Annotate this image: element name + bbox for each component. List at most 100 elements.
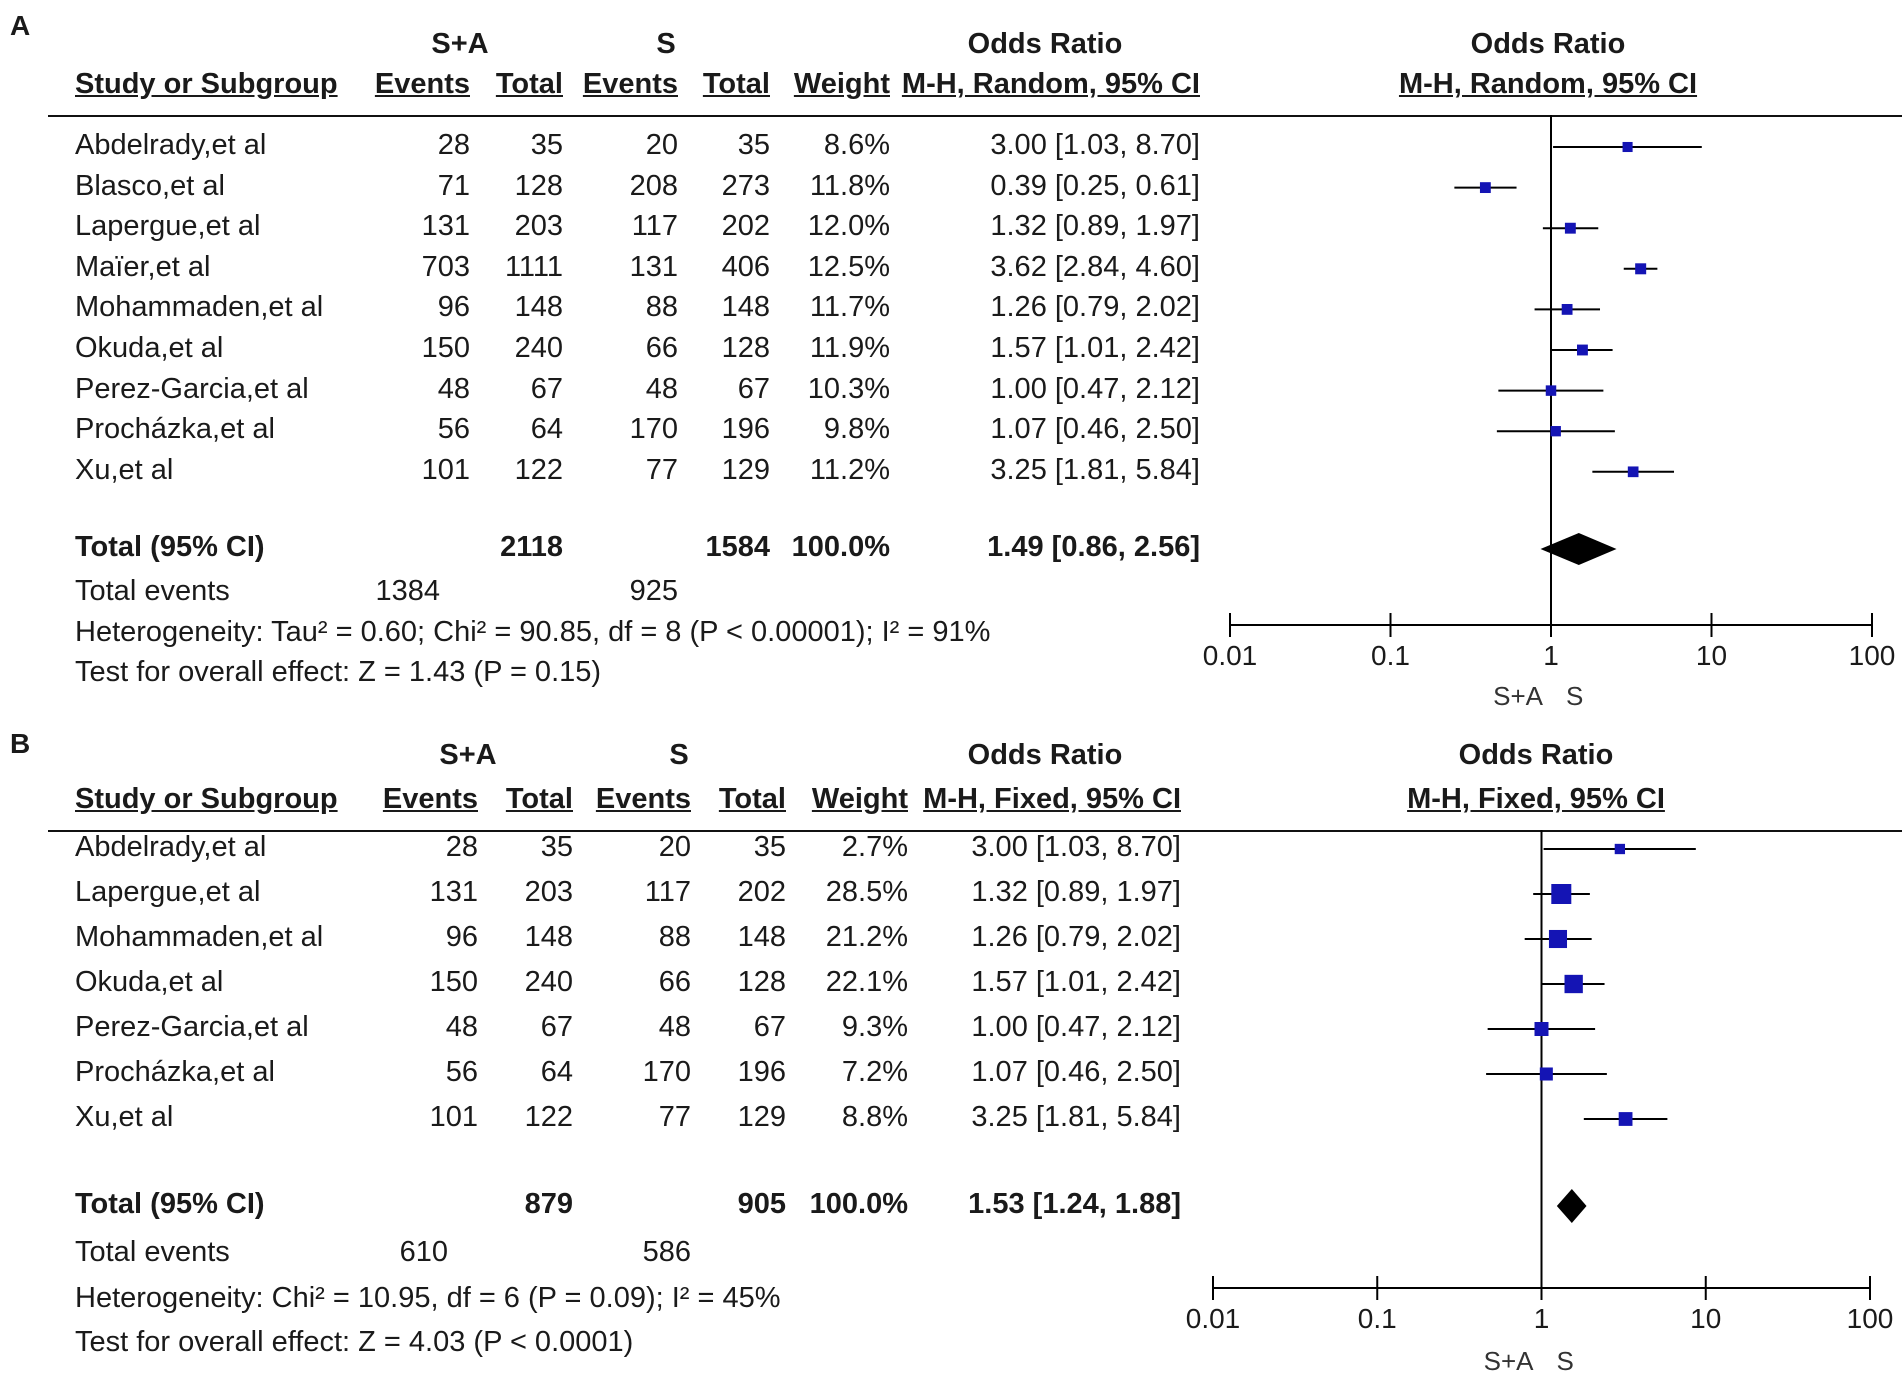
weight-header: Weight bbox=[811, 783, 908, 815]
control-total: 273 bbox=[721, 169, 770, 202]
control-group-header: S bbox=[656, 28, 676, 60]
weight-value: 9.3% bbox=[841, 1011, 908, 1043]
treatment-group-header: S+A bbox=[431, 28, 489, 60]
odds-ratio-ci: 1.32 [0.89, 1.97] bbox=[990, 210, 1200, 243]
control-events: 117 bbox=[631, 210, 678, 243]
control-total: 406 bbox=[721, 250, 770, 283]
treatment-events-header: Events bbox=[382, 783, 478, 815]
total-label: Total (95% CI) bbox=[75, 1188, 265, 1220]
treatment-events: 101 bbox=[421, 453, 470, 486]
total-events-treatment: 1384 bbox=[375, 575, 440, 607]
odds-ratio-ci: 1.00 [0.47, 2.12] bbox=[990, 372, 1200, 405]
study-effect-marker bbox=[1534, 1022, 1549, 1036]
study-name: Maïer,et al bbox=[75, 250, 211, 283]
odds-ratio-ci: 1.07 [0.46, 2.50] bbox=[971, 1056, 1181, 1088]
study-name: Procházka,et al bbox=[75, 413, 275, 446]
odds-ratio-ci: 1.57 [1.01, 2.42] bbox=[990, 332, 1200, 364]
plot-method-header: M-H, Random, 95% CI bbox=[1398, 68, 1698, 100]
treatment-total-header: Total bbox=[505, 783, 573, 815]
forest-plot-area: 0.01 0.1 1 10 100 S+A S bbox=[1203, 115, 1896, 711]
weight-value: 28.5% bbox=[825, 876, 908, 908]
study-name: Okuda,et al bbox=[75, 966, 224, 998]
total-control: 905 bbox=[737, 1188, 786, 1220]
or-ci-header: M-H, Random, 95% CI bbox=[901, 68, 1200, 100]
study-name: Lapergue,et al bbox=[75, 876, 261, 908]
weight-value: 10.3% bbox=[807, 372, 890, 405]
odds-ratio-ci: 1.32 [0.89, 1.97] bbox=[971, 876, 1181, 908]
treatment-total: 240 bbox=[514, 332, 563, 364]
x-axis-tick-label: 0.1 bbox=[1358, 1303, 1397, 1334]
weight-value: 11.7% bbox=[809, 291, 890, 324]
treatment-total: 64 bbox=[540, 1056, 573, 1088]
treatment-total: 122 bbox=[514, 453, 563, 486]
study-effect-marker bbox=[1577, 344, 1588, 356]
favours-left-label: S+A bbox=[1484, 1346, 1535, 1376]
control-events: 170 bbox=[642, 1056, 691, 1088]
treatment-events: 131 bbox=[421, 210, 470, 243]
weight-value: 11.2% bbox=[809, 453, 890, 486]
treatment-events: 71 bbox=[437, 169, 470, 202]
control-total: 67 bbox=[737, 372, 770, 405]
control-total: 129 bbox=[721, 453, 770, 486]
total-label: Total (95% CI) bbox=[75, 531, 265, 563]
odds-ratio-ci: 3.25 [1.81, 5.84] bbox=[990, 453, 1200, 486]
x-axis-tick-label: 100 bbox=[1847, 1303, 1894, 1334]
forest-plot-b: B S+A S Odds Ratio Odds Ratio Study or Subgro… bbox=[0, 720, 1902, 1383]
total-events-control: 925 bbox=[629, 575, 678, 607]
treatment-total: 64 bbox=[530, 413, 563, 446]
control-events: 131 bbox=[629, 250, 678, 283]
x-axis-tick-label: 0.01 bbox=[1203, 640, 1258, 671]
treatment-events: 96 bbox=[437, 291, 470, 324]
control-events: 117 bbox=[644, 876, 691, 908]
control-events: 48 bbox=[658, 1011, 691, 1043]
odds-ratio-table-header: Odds Ratio bbox=[967, 739, 1123, 771]
overall-effect-text: Test for overall effect: Z = 1.43 (P = 0… bbox=[75, 656, 602, 688]
total-odds-ratio-ci: 1.49 [0.86, 2.56] bbox=[987, 531, 1200, 563]
treatment-events: 131 bbox=[429, 876, 478, 908]
study-effect-marker bbox=[1622, 141, 1633, 153]
control-total: 196 bbox=[737, 1056, 786, 1088]
pooled-effect-diamond bbox=[1540, 533, 1617, 565]
treatment-events: 28 bbox=[445, 831, 478, 863]
favours-left-label: S+A bbox=[1493, 681, 1544, 711]
study-effect-marker bbox=[1564, 222, 1576, 234]
odds-ratio-plot-header: Odds Ratio bbox=[1458, 739, 1614, 771]
header-separator bbox=[48, 830, 1902, 832]
panel-label: A bbox=[10, 10, 31, 41]
total-control: 1584 bbox=[705, 531, 770, 563]
control-events: 88 bbox=[645, 291, 678, 324]
treatment-total: 148 bbox=[524, 921, 573, 953]
study-effect-marker bbox=[1548, 929, 1568, 949]
control-total-header: Total bbox=[718, 783, 786, 815]
treatment-events: 48 bbox=[445, 1011, 478, 1043]
or-ci-header: M-H, Fixed, 95% CI bbox=[923, 783, 1181, 815]
total-treatment: 879 bbox=[524, 1188, 573, 1220]
odds-ratio-ci: 1.57 [1.01, 2.42] bbox=[971, 966, 1181, 998]
total-events-label: Total events bbox=[75, 1236, 230, 1268]
control-total: 202 bbox=[737, 876, 786, 908]
control-total: 129 bbox=[737, 1101, 786, 1133]
control-events: 48 bbox=[645, 372, 678, 405]
treatment-events: 56 bbox=[437, 413, 470, 446]
control-total: 128 bbox=[721, 332, 770, 364]
weight-value: 9.8% bbox=[823, 413, 890, 446]
control-events: 66 bbox=[645, 332, 678, 364]
study-effect-marker bbox=[1539, 1067, 1553, 1081]
x-axis-tick-label: 100 bbox=[1849, 640, 1896, 671]
weight-value: 22.1% bbox=[825, 966, 908, 998]
weight-value: 7.2% bbox=[841, 1056, 908, 1088]
treatment-total: 35 bbox=[530, 129, 563, 161]
weight-value: 8.6% bbox=[823, 129, 890, 161]
study-name: Xu,et al bbox=[75, 453, 174, 486]
x-axis-tick-label: 1 bbox=[1534, 1303, 1550, 1334]
study-name: Okuda,et al bbox=[75, 332, 224, 364]
weight-header: Weight bbox=[793, 68, 890, 100]
control-events: 20 bbox=[645, 129, 678, 161]
control-events: 88 bbox=[658, 921, 691, 953]
study-effect-marker bbox=[1479, 182, 1491, 194]
study-effect-marker bbox=[1627, 466, 1639, 478]
odds-ratio-ci: 3.00 [1.03, 8.70] bbox=[971, 831, 1181, 863]
study-name: Perez-Garcia,et al bbox=[75, 372, 309, 405]
favours-right-label: S bbox=[1566, 681, 1583, 711]
total-events-label: Total events bbox=[75, 575, 230, 607]
